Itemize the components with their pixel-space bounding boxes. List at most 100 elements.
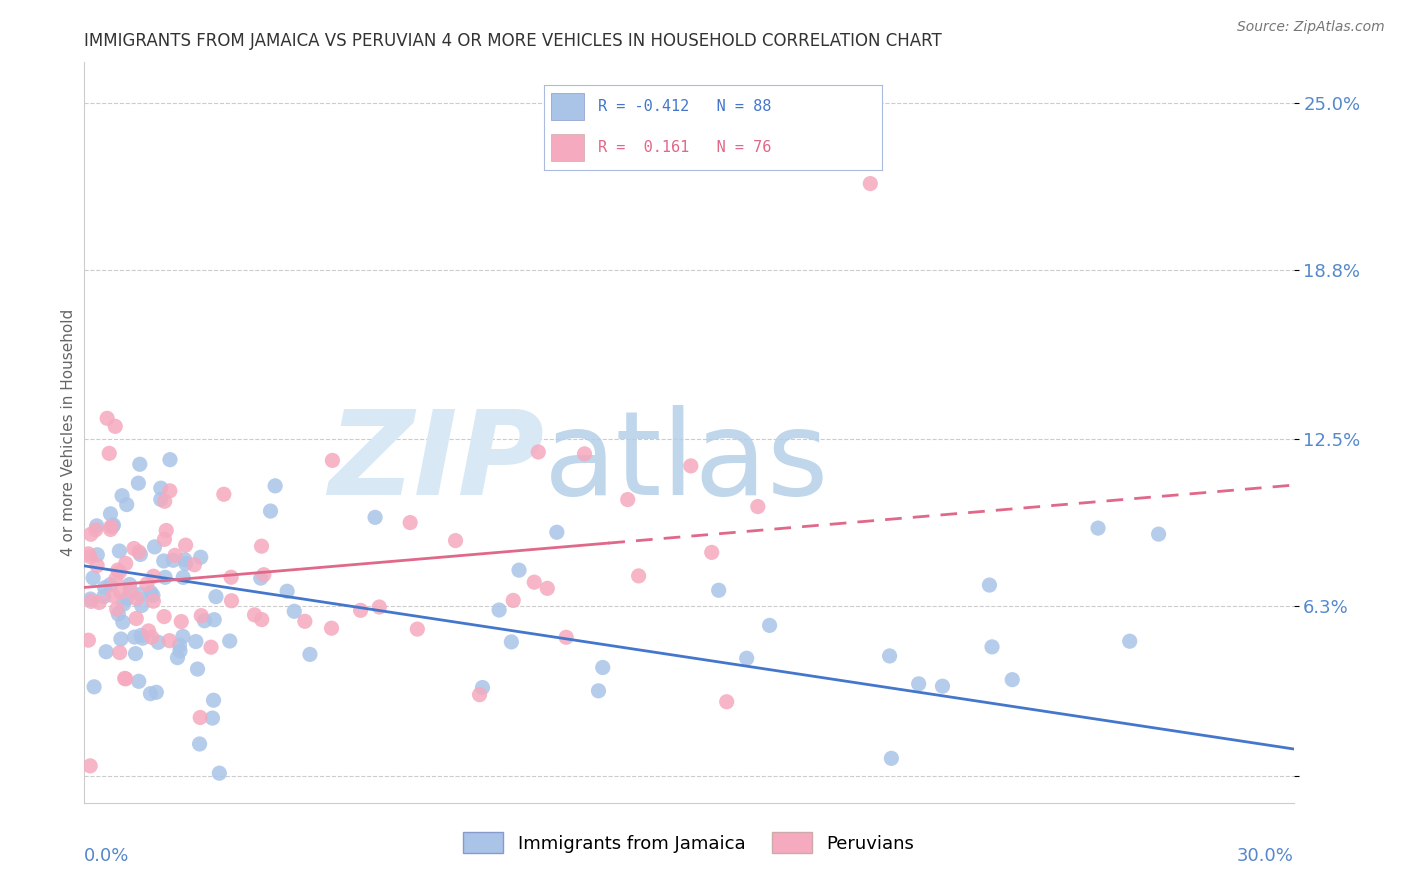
Point bbox=[139, 687, 162, 701]
Point bbox=[138, 624, 160, 638]
Point bbox=[131, 599, 153, 613]
Point bbox=[249, 571, 271, 585]
Point bbox=[1087, 521, 1109, 535]
Point bbox=[221, 593, 243, 607]
Point bbox=[679, 458, 702, 473]
Point bbox=[159, 452, 181, 467]
Point bbox=[110, 585, 132, 599]
Point bbox=[155, 524, 177, 538]
Point bbox=[135, 577, 157, 591]
Point bbox=[321, 621, 343, 635]
Point bbox=[98, 446, 121, 460]
Point bbox=[188, 710, 211, 724]
Point bbox=[115, 591, 138, 606]
Point bbox=[488, 603, 510, 617]
Point bbox=[468, 688, 491, 702]
Point bbox=[218, 634, 240, 648]
Point bbox=[368, 600, 391, 615]
Point bbox=[153, 609, 176, 624]
Point bbox=[173, 552, 195, 566]
Point bbox=[143, 540, 166, 554]
Point bbox=[501, 635, 523, 649]
Point bbox=[79, 549, 101, 564]
Point bbox=[259, 504, 281, 518]
Point bbox=[859, 177, 882, 191]
Point bbox=[100, 519, 122, 533]
Point bbox=[108, 646, 131, 660]
Point bbox=[142, 569, 165, 583]
Point bbox=[100, 523, 122, 537]
Point bbox=[77, 633, 100, 648]
Point bbox=[931, 679, 953, 693]
Point bbox=[128, 457, 150, 471]
Point bbox=[93, 590, 115, 604]
Point bbox=[101, 589, 124, 603]
Point bbox=[627, 569, 650, 583]
Point bbox=[616, 492, 638, 507]
Text: IMMIGRANTS FROM JAMAICA VS PERUVIAN 4 OR MORE VEHICLES IN HOUSEHOLD CORRELATION : IMMIGRANTS FROM JAMAICA VS PERUVIAN 4 OR… bbox=[84, 32, 942, 50]
Point bbox=[142, 589, 165, 603]
Point bbox=[184, 634, 207, 648]
Point bbox=[243, 607, 266, 622]
Point bbox=[98, 577, 121, 591]
Point bbox=[115, 498, 138, 512]
Point bbox=[546, 525, 568, 540]
Point bbox=[250, 613, 273, 627]
Point bbox=[707, 583, 730, 598]
Point bbox=[89, 595, 111, 609]
Point bbox=[80, 594, 103, 608]
Point bbox=[120, 584, 142, 599]
Point bbox=[172, 629, 194, 643]
Point bbox=[124, 647, 146, 661]
Point bbox=[527, 445, 550, 459]
Legend: Immigrants from Jamaica, Peruvians: Immigrants from Jamaica, Peruvians bbox=[457, 825, 921, 861]
Point bbox=[111, 489, 134, 503]
Point bbox=[79, 592, 101, 607]
Point bbox=[86, 558, 108, 573]
Point bbox=[93, 581, 115, 595]
Point bbox=[118, 577, 141, 591]
Point bbox=[201, 711, 224, 725]
Point bbox=[190, 550, 212, 565]
Point bbox=[471, 681, 494, 695]
Point bbox=[879, 648, 901, 663]
Point bbox=[153, 494, 176, 508]
Point bbox=[83, 680, 105, 694]
Point bbox=[77, 547, 100, 561]
Point bbox=[981, 640, 1004, 654]
Point bbox=[205, 590, 228, 604]
Point bbox=[574, 447, 596, 461]
Point bbox=[114, 672, 136, 686]
Point bbox=[555, 630, 578, 644]
Point bbox=[152, 554, 174, 568]
Point bbox=[110, 632, 132, 646]
Point bbox=[166, 650, 188, 665]
Point bbox=[202, 693, 225, 707]
Point bbox=[298, 648, 321, 662]
Point bbox=[84, 523, 107, 537]
Point bbox=[444, 533, 467, 548]
Text: atlas: atlas bbox=[544, 405, 830, 520]
Point bbox=[82, 571, 104, 585]
Point bbox=[105, 602, 128, 616]
Point bbox=[129, 628, 152, 642]
Point bbox=[200, 640, 222, 655]
Point bbox=[153, 533, 176, 547]
Point bbox=[592, 660, 614, 674]
Point bbox=[148, 635, 170, 649]
Point bbox=[111, 615, 134, 629]
Point bbox=[125, 591, 148, 606]
Point bbox=[202, 613, 225, 627]
Point bbox=[1147, 527, 1170, 541]
Point bbox=[321, 453, 343, 467]
Point bbox=[588, 683, 610, 698]
Point bbox=[406, 622, 429, 636]
Point bbox=[139, 585, 162, 599]
Point bbox=[162, 553, 184, 567]
Y-axis label: 4 or more Vehicles in Household: 4 or more Vehicles in Household bbox=[60, 309, 76, 557]
Point bbox=[86, 548, 108, 562]
Point bbox=[153, 570, 176, 584]
Point bbox=[101, 519, 124, 533]
Point bbox=[219, 570, 242, 584]
Point bbox=[758, 618, 780, 632]
